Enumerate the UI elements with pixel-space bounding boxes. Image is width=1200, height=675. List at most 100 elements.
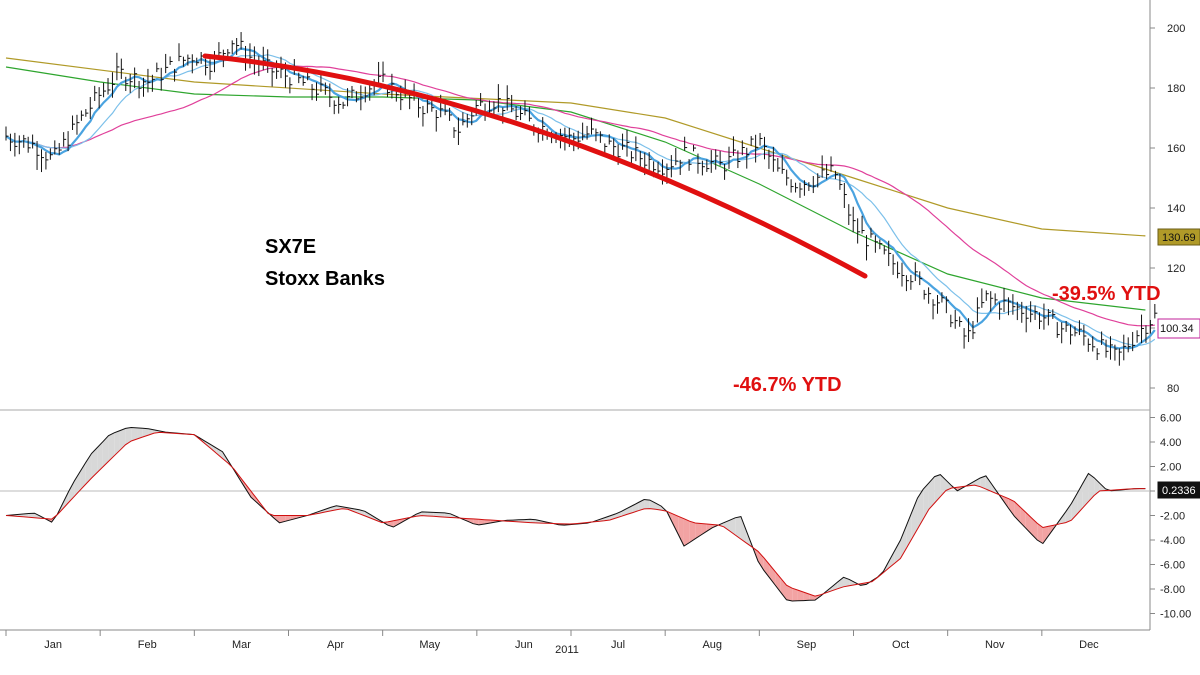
price-axis-ticks: 80100120140160180200 xyxy=(1150,23,1185,395)
osc-fill-up xyxy=(1071,493,1078,521)
osc-fill-up xyxy=(427,512,434,517)
ma-pink-line xyxy=(5,65,1155,327)
osc-fill-up xyxy=(68,480,75,503)
osc-fill-up xyxy=(1065,503,1072,523)
osc-fill-up xyxy=(142,428,149,438)
month-label: Feb xyxy=(138,639,157,651)
moving-averages xyxy=(5,47,1156,350)
month-label: Jul xyxy=(611,639,625,651)
osc-fill-up xyxy=(923,482,929,520)
osc-fill-up xyxy=(530,519,536,523)
osc-fill-up xyxy=(644,499,650,509)
osc-fill-down xyxy=(706,524,713,532)
signal-line xyxy=(5,431,1146,597)
osc-fill-up xyxy=(137,427,143,440)
osc-tick-label: 4.00 xyxy=(1160,437,1181,449)
osc-fill-up xyxy=(1082,473,1089,508)
osc-fill-up xyxy=(889,550,895,568)
month-axis: Jan Feb Mar Apr May Jun Jul Aug Sep Oct Nov Dec xyxy=(5,630,1099,651)
osc-fill-up xyxy=(23,513,29,518)
osc-fill-down xyxy=(250,491,257,503)
osc-tick-label: -8.00 xyxy=(1160,584,1185,596)
osc-fill-up xyxy=(849,579,855,586)
osc-fill-down xyxy=(951,485,958,491)
osc-fill-down xyxy=(803,592,810,601)
osc-tick-label: 6.00 xyxy=(1160,413,1181,425)
osc-fill-up xyxy=(621,508,627,517)
osc-tick-label: 2.00 xyxy=(1160,462,1181,474)
osc-fill-up xyxy=(906,512,912,549)
price-tick-label: 180 xyxy=(1167,83,1185,95)
osc-fill-up xyxy=(438,512,445,518)
osc-fill-up xyxy=(832,581,838,591)
osc-fill-down xyxy=(245,483,251,498)
osc-tick-label: -2.00 xyxy=(1160,511,1185,523)
year-label: 2011 xyxy=(555,644,579,656)
osc-fill-down xyxy=(763,557,770,578)
osc-fill-down xyxy=(1042,526,1049,544)
osc-axis-ticks: 6.00 4.00 2.00 -2.00 -4.00 -6.00 -8.00 -10.00 xyxy=(0,413,1191,621)
oscillator-panel xyxy=(5,426,1146,602)
osc-fill-down xyxy=(1025,512,1032,535)
osc-fill-up xyxy=(1088,473,1095,502)
osc-fill-up xyxy=(946,480,952,491)
osc-fill-up xyxy=(119,428,126,451)
osc-fill-up xyxy=(102,435,109,467)
badge-ma-olive-label: 130.69 xyxy=(1162,232,1196,244)
osc-fill-up xyxy=(604,515,610,521)
badge-osc-label: 0.2336 xyxy=(1162,485,1196,497)
osc-fill-up xyxy=(216,448,223,459)
osc-fill-up xyxy=(723,520,730,531)
osc-fill-up xyxy=(74,471,81,497)
osc-fill-down xyxy=(792,588,798,602)
month-label: Aug xyxy=(702,639,722,651)
month-label: Jun xyxy=(515,639,533,651)
osc-fill-up xyxy=(980,475,986,490)
osc-tick-label: -6.00 xyxy=(1160,560,1185,572)
month-label: Oct xyxy=(892,639,909,651)
osc-fill-up xyxy=(911,498,918,539)
osc-fill-up xyxy=(843,577,850,587)
osc-fill-up xyxy=(985,475,992,492)
osc-fill-up xyxy=(917,489,924,529)
osc-fill-down xyxy=(1037,523,1043,544)
osc-fill-down xyxy=(672,513,679,535)
month-label: Sep xyxy=(797,639,817,651)
osc-fill-down xyxy=(683,518,690,547)
osc-fill-up xyxy=(894,540,901,564)
osc-tick-label: -10.00 xyxy=(1160,609,1191,621)
price-tick-label: 160 xyxy=(1167,143,1185,155)
month-label: Jan xyxy=(44,639,62,651)
osc-fill-down xyxy=(769,564,776,586)
osc-fill-up xyxy=(125,427,132,445)
osc-fill-up xyxy=(131,427,138,441)
badge-price: 100.34 xyxy=(1157,318,1200,339)
price-bars xyxy=(5,32,1158,366)
osc-fill-down xyxy=(786,585,793,602)
trend-curve xyxy=(202,53,868,279)
osc-fill-up xyxy=(114,430,120,456)
osc-fill-down xyxy=(393,519,400,528)
osc-fill-up xyxy=(97,441,103,473)
osc-fill-up xyxy=(421,511,428,516)
osc-fill-up xyxy=(655,503,662,511)
osc-fill-down xyxy=(473,518,479,525)
month-label: Mar xyxy=(232,639,251,651)
month-label: Apr xyxy=(327,639,344,651)
osc-line xyxy=(5,426,1146,602)
osc-fill-up xyxy=(729,517,736,536)
osc-fill-down xyxy=(689,521,696,543)
badge-ma-olive: 130.69 xyxy=(1157,228,1200,246)
osc-fill-up xyxy=(91,447,98,479)
ma-fast-blue-line xyxy=(5,47,1156,350)
osc-fill-down xyxy=(797,590,804,601)
osc-fill-up xyxy=(433,512,439,517)
osc-fill-up xyxy=(535,519,542,524)
osc-fill-up xyxy=(1059,511,1066,524)
osc-fill-up xyxy=(638,499,645,511)
osc-fill-down xyxy=(1031,517,1038,541)
price-tick-label: 120 xyxy=(1167,263,1185,275)
osc-fill-up xyxy=(108,432,115,462)
osc-fill-up xyxy=(940,474,947,497)
